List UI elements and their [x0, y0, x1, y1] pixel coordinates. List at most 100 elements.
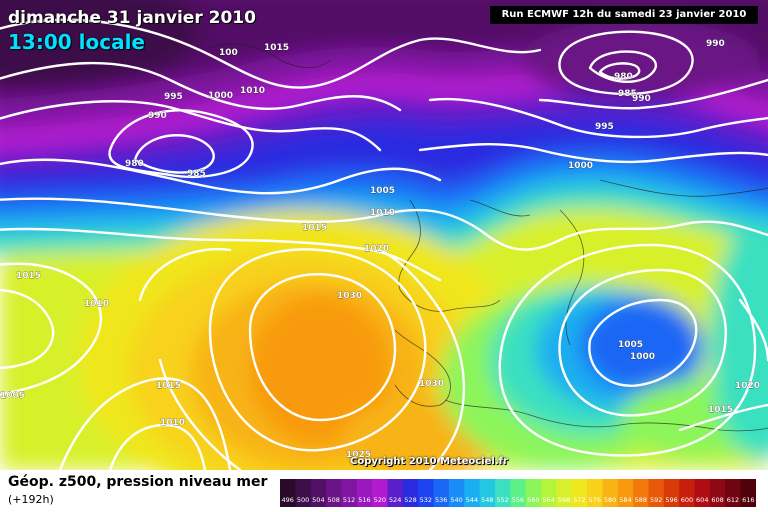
legend-label: 600 [681, 496, 693, 504]
legend-label: 584 [619, 496, 631, 504]
legend-label: 516 [358, 496, 370, 504]
legend-label: 564 [542, 496, 554, 504]
legend-label: 576 [589, 496, 601, 504]
legend-label: 508 [328, 496, 340, 504]
isobar-label: 980 [614, 72, 633, 82]
legend-swatch [479, 479, 496, 507]
isobar-label: 1015 [302, 223, 327, 233]
isobar-line [108, 109, 254, 178]
copyright-notice: Copyright 2010 Meteociel.fr [350, 456, 508, 467]
isobar-line [558, 268, 727, 417]
legend-label: 540 [450, 496, 462, 504]
forecast-date: dimanche 31 janvier 2010 [8, 8, 256, 28]
legend-swatch [356, 479, 373, 507]
legend-label: 504 [312, 496, 324, 504]
isobar-line [208, 248, 427, 452]
isobar-line [108, 423, 207, 470]
isobar-label: 1000 [208, 91, 233, 101]
isobar-label: 1015 [264, 43, 289, 53]
legend-swatch [525, 479, 542, 507]
legend-swatch [326, 479, 342, 507]
legend-label: 548 [481, 496, 493, 504]
legend-label: 496 [281, 496, 293, 504]
isobar-line [0, 262, 103, 396]
geopotential-pressure-map: 1015 100 995 1000 1010 990 980 985 990 9… [0, 0, 768, 470]
isobar-label: 985 [187, 169, 206, 179]
isobar-label: 1015 [156, 381, 181, 391]
isobars [0, 18, 768, 470]
legend-label: 556 [512, 496, 524, 504]
legend-label: 532 [420, 496, 432, 504]
isobar-line [418, 143, 768, 164]
legend-label: 572 [573, 496, 585, 504]
legend-swatch [663, 479, 680, 507]
legend-label: 580 [604, 496, 616, 504]
legend-swatch [602, 479, 619, 507]
isobar-line [0, 197, 768, 251]
isobar-line [598, 62, 641, 80]
legend-swatch [510, 479, 527, 507]
isobar-label: 1010 [240, 86, 265, 96]
legend-swatch [310, 479, 327, 507]
isobar-label: 995 [164, 92, 183, 102]
isobar-label: 1005 [618, 340, 643, 350]
isobar-line [0, 100, 382, 152]
legend-label: 588 [635, 496, 647, 504]
legend-label: 528 [404, 496, 416, 504]
isobar-line [498, 243, 757, 457]
isobar-label: 990 [706, 39, 725, 49]
model-run-label: Run ECMWF 12h du samedi 23 janvier 2010 [490, 6, 758, 24]
legend-swatch [295, 479, 312, 507]
isobar-label: 1000 [630, 352, 655, 362]
isobar-label: 980 [125, 159, 144, 169]
isobar-label: 990 [632, 94, 651, 104]
isobar-line [558, 30, 694, 96]
isobar-line [133, 134, 215, 174]
legend-swatch [633, 479, 650, 507]
legend-swatch [280, 479, 296, 507]
isobar-label: 1000 [568, 161, 593, 171]
legend-label: 604 [696, 496, 708, 504]
isobar-label: 990 [148, 111, 167, 121]
isobar-label: 1015 [708, 405, 733, 415]
isobar-labels: 1015 100 995 1000 1010 990 980 985 990 9… [0, 39, 760, 460]
forecast-time: 13:00 locale [8, 30, 145, 54]
isobar-line [538, 78, 768, 110]
legend-swatch [587, 479, 603, 507]
legend-label: 616 [742, 496, 754, 504]
legend-swatch [433, 479, 450, 507]
legend-swatch [464, 479, 481, 507]
legend-swatch [617, 479, 634, 507]
isobar-label: 1010 [370, 208, 395, 218]
legend-label: 568 [558, 496, 570, 504]
legend-label: 552 [496, 496, 508, 504]
isobar-line [0, 18, 542, 89]
geopotential-color-field [0, 0, 768, 470]
legend-swatch [418, 479, 435, 507]
legend-swatch [648, 479, 665, 507]
legend-label: 592 [650, 496, 662, 504]
legend-label: 560 [527, 496, 539, 504]
isobar-label: 1020 [364, 244, 389, 254]
isobar-line [588, 50, 657, 83]
legend-swatch [372, 479, 388, 507]
isobar-label: 1010 [84, 299, 109, 309]
isobar-label: 1005 [370, 186, 395, 196]
legend-swatch [402, 479, 419, 507]
isobar-label: 1020 [735, 381, 760, 391]
isobar-line [248, 273, 397, 422]
legend-swatch [571, 479, 588, 507]
legend-label: 524 [389, 496, 401, 504]
legend-label: 512 [343, 496, 355, 504]
legend-swatch [387, 479, 404, 507]
legend-label: 500 [297, 496, 309, 504]
isobar-line [0, 289, 55, 370]
isobar-label: 995 [595, 122, 614, 132]
isobar-line [0, 158, 442, 195]
legend-swatch [341, 479, 358, 507]
legend-swatch [448, 479, 465, 507]
isobar-label: 100 [219, 48, 238, 58]
legend-label: 612 [727, 496, 739, 504]
legend-swatch [694, 479, 711, 507]
